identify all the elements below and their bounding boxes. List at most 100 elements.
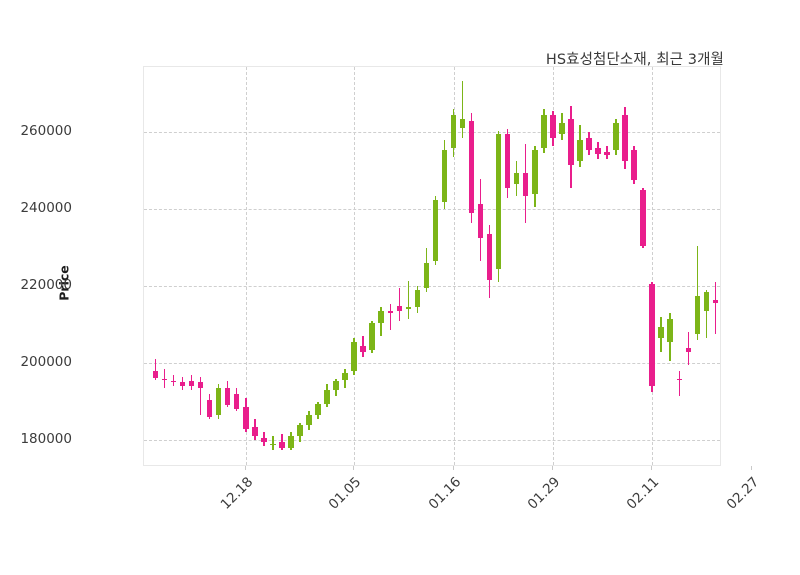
candle-body [577,140,583,162]
x-tick-label-2: 01.16 [425,474,464,513]
candle-body [360,345,366,352]
y-tick-label-4: 260000 [20,123,72,140]
candle-body [595,147,601,154]
candle-body [694,295,701,335]
candle-body [613,122,619,150]
candle-wick [714,282,717,335]
candle-body [243,407,249,429]
candle-body [324,390,330,404]
candle-body [315,403,321,415]
candle-body [649,284,655,387]
x-tick-label-3: 01.29 [524,474,564,513]
candle-body [712,299,719,304]
candle-body [197,382,204,389]
candle-body [306,415,312,425]
candle-body [450,115,457,148]
candle-body [622,115,628,162]
x-tick-mark-5 [750,466,752,470]
candle-body [261,438,267,442]
candle-body [513,172,520,185]
candle-body [378,311,384,323]
candle-body [685,347,692,352]
candle-body [568,118,574,166]
gridline-h-0 [144,440,720,442]
candle-body [279,442,285,448]
candle-body [423,263,430,289]
candle-body [252,426,258,437]
gridline-h-4 [144,132,720,134]
candle-body [667,318,673,342]
y-tick-label-1: 200000 [20,354,72,371]
candle-body [288,436,294,448]
gridline-v-0 [245,67,247,465]
candle-body [441,149,448,202]
gridline-v-3 [552,67,554,465]
candle-wick [154,359,157,381]
x-tick-label-5: 02.27 [723,474,762,513]
plot-area [143,66,721,466]
y-tick-label-2: 220000 [20,277,72,294]
candle-body [152,370,159,379]
candle-body [559,122,565,135]
plot-inner [144,67,720,465]
candle-wick [272,436,274,450]
candle-body [486,234,493,281]
candle-body [369,322,375,350]
candle-wick [678,370,681,396]
candle-body [532,149,538,194]
candle-body [495,134,502,269]
gridline-v-1 [354,67,356,465]
candle-wick [696,245,699,340]
x-tick-label-1: 01.05 [325,474,365,513]
candle-body [477,203,484,239]
candle-body [414,290,421,308]
candle-body [550,115,556,139]
candle-body [504,134,511,189]
gridline-h-2 [144,286,720,288]
gridline-h-1 [144,363,720,365]
candle-wick [172,374,175,387]
candle-body [522,172,529,196]
candle-body [206,399,213,417]
candle-wick [398,288,401,321]
x-tick-label-0: 12.18 [217,474,257,513]
candle-wick [281,434,283,450]
candle-wick [705,290,708,339]
candle-wick [389,303,392,331]
candle-body [640,190,646,246]
candle-body [342,372,348,381]
candle-wick [199,376,202,416]
x-tick-mark-1 [353,466,355,470]
y-tick-label-0: 180000 [20,431,72,448]
candle-body [224,388,231,406]
candle-body [586,138,592,150]
gridline-v-2 [453,67,455,465]
gridline-h-3 [144,209,720,211]
x-tick-mark-3 [551,466,553,470]
candle-body [405,307,412,310]
candle-wick [163,368,166,389]
candle-body [459,118,466,129]
candle-body [351,342,357,371]
candle-body [396,305,403,312]
candle-body [658,326,664,339]
y-tick-label-3: 240000 [20,200,72,217]
candle-body [631,149,637,181]
x-tick-mark-4 [651,466,653,470]
candle-body [233,393,240,410]
candle-wick [407,280,410,319]
candle-body [676,378,683,381]
candle-body [170,380,177,383]
x-tick-label-4: 02.11 [623,474,663,513]
candle-body [387,311,394,314]
candle-body [333,380,339,391]
candle-body [188,380,195,387]
x-tick-mark-2 [452,466,454,470]
candle-body [270,443,276,446]
candle-body [432,199,439,262]
candle-body [179,382,186,387]
gridline-v-4 [652,67,654,465]
candle-body [215,388,222,416]
candle-body [703,292,710,312]
